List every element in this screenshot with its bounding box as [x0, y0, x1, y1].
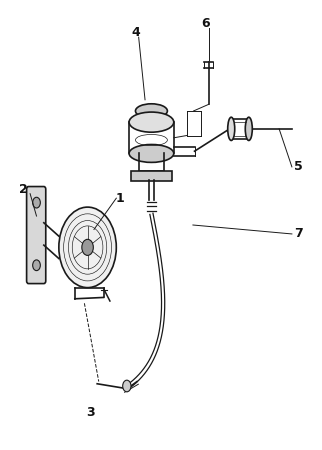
Circle shape — [82, 239, 93, 256]
Bar — [131, 171, 172, 181]
Text: 7: 7 — [294, 227, 303, 240]
Text: 6: 6 — [201, 17, 210, 30]
Text: 4: 4 — [131, 26, 140, 39]
Ellipse shape — [228, 117, 235, 140]
Circle shape — [33, 197, 40, 208]
Ellipse shape — [245, 117, 252, 140]
Circle shape — [33, 260, 40, 270]
Ellipse shape — [129, 144, 174, 162]
Circle shape — [123, 380, 131, 392]
Text: 2: 2 — [19, 183, 28, 196]
Text: 5: 5 — [294, 160, 303, 173]
Ellipse shape — [129, 112, 174, 132]
Text: 3: 3 — [87, 406, 95, 419]
Circle shape — [59, 207, 116, 288]
FancyBboxPatch shape — [27, 187, 46, 284]
Ellipse shape — [136, 104, 167, 118]
Text: 1: 1 — [115, 192, 124, 205]
